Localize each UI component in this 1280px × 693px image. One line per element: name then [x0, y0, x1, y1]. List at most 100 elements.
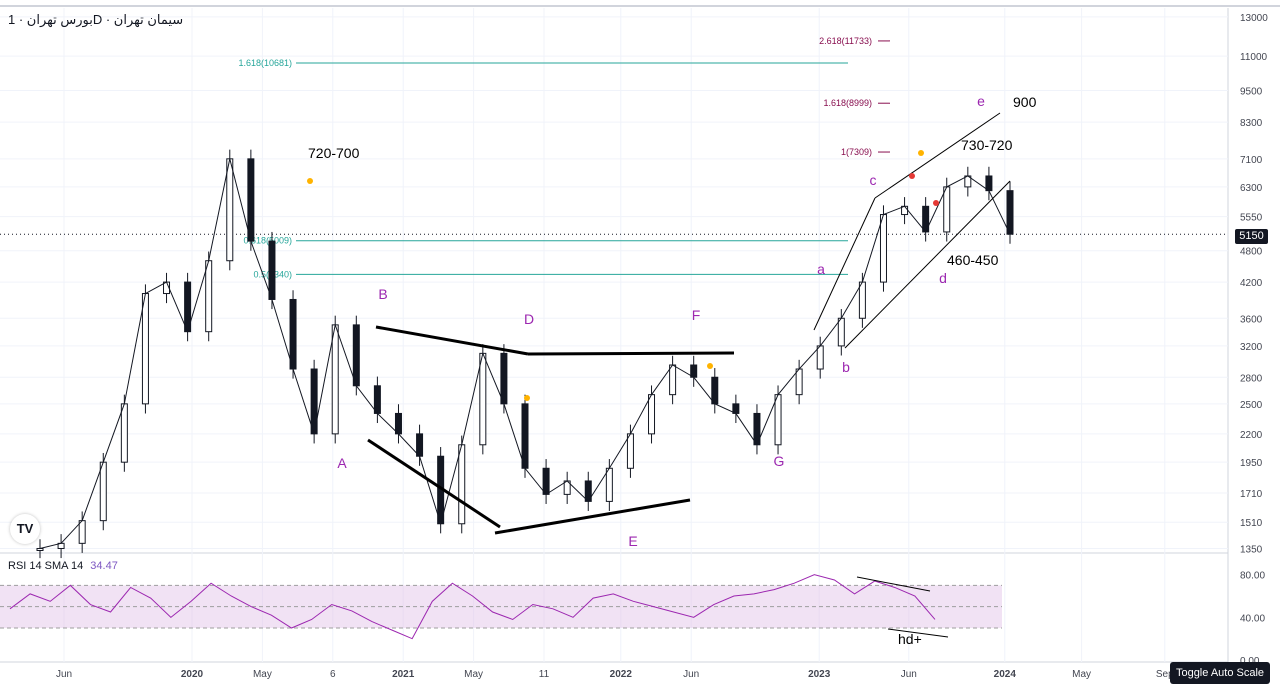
y-tick-label-1: 11000	[1240, 52, 1268, 63]
y-tick-label-4: 7100	[1240, 155, 1263, 166]
wave-label-g5: G	[774, 453, 785, 469]
wave-label-b7: b	[842, 359, 850, 375]
y-tick-label-11: 2800	[1240, 373, 1263, 384]
y-tick-label-12: 2500	[1240, 400, 1263, 411]
fib-label-3: 1(7309)	[841, 147, 872, 157]
candle-body-24	[542, 467, 550, 495]
candle-body-45	[985, 175, 993, 192]
fib-label-0: 2.618(11733)	[819, 36, 872, 46]
candle-body-14	[331, 324, 339, 435]
rsi-header: RSI 14 SMA 14 34.47	[8, 560, 122, 572]
candle-body-22	[500, 352, 508, 405]
candle-body-31	[690, 364, 698, 378]
annotation-0: 720-700	[308, 145, 360, 161]
candle-body-40	[879, 214, 887, 283]
x-tick-label-12: May	[1072, 669, 1091, 680]
x-tick-label-10: Jun	[901, 669, 917, 680]
marker-dot-4	[909, 173, 915, 179]
candle-body-32	[711, 376, 719, 405]
x-tick-label-6: 11	[539, 669, 550, 680]
marker-dot-5	[933, 200, 939, 206]
candle-body-15	[352, 324, 360, 387]
y-tick-label-15: 1710	[1240, 489, 1263, 500]
y-tick-label-13: 2200	[1240, 430, 1263, 441]
y-tick-label-10: 3200	[1240, 342, 1263, 353]
y-tick-label-8: 4200	[1240, 278, 1263, 289]
annotation-3: 460-450	[947, 252, 999, 268]
candle-body-11	[268, 240, 276, 300]
channel-line-2	[844, 180, 1011, 349]
candle-body-20	[458, 444, 466, 525]
candle-body-2	[78, 520, 86, 544]
fib-label-2: 1.618(8999)	[823, 98, 872, 108]
rsi-label: RSI 14 SMA 14	[8, 560, 84, 572]
candle-body-43	[943, 186, 951, 233]
y-tick-label-7: 4800	[1240, 247, 1263, 258]
x-tick-label-9: 2023	[808, 669, 831, 680]
candle-body-0	[36, 547, 44, 551]
candle-body-21	[479, 352, 487, 446]
x-tick-label-8: Jun	[683, 669, 699, 680]
candle-body-17	[394, 412, 402, 435]
candle-body-46	[1006, 190, 1014, 235]
wave-label-d2: D	[524, 311, 534, 327]
x-tick-label-5: May	[464, 669, 483, 680]
price-series	[36, 149, 1014, 559]
symbol-header: بورس تهران · 1D · سیمان تهران	[8, 12, 184, 27]
y-tick-label-16: 1510	[1240, 518, 1263, 529]
price-line	[39, 158, 1011, 549]
marker-dot-1	[524, 395, 530, 401]
x-tick-label-3: 6	[330, 669, 336, 680]
rsi-tick-label-2: 0.00	[1240, 656, 1260, 667]
annotation-2: 730-720	[961, 137, 1013, 153]
current-price-badge: 5150	[1235, 229, 1268, 244]
x-tick-label-7: 2022	[610, 669, 633, 680]
rsi-line	[9, 574, 936, 640]
rsi-tick-label-0: 80.00	[1240, 571, 1265, 582]
candle-body-27	[605, 467, 613, 502]
rsi-tick-label-1: 40.00	[1240, 613, 1265, 624]
x-tick-label-1: 2020	[181, 669, 204, 680]
x-tick-label-4: 2021	[392, 669, 415, 680]
annotation-4: hd+	[898, 631, 922, 647]
candle-body-35	[774, 394, 782, 446]
trend-line-2	[367, 438, 501, 529]
toggle-auto-scale-button[interactable]: Toggle Auto Scale	[1170, 662, 1270, 684]
candle-body-37	[816, 345, 824, 370]
candle-body-38	[837, 317, 845, 347]
y-tick-label-5: 6300	[1240, 183, 1263, 194]
wave-label-e10: e	[977, 93, 985, 109]
y-tick-label-14: 1950	[1240, 458, 1263, 469]
candle-body-18	[416, 433, 424, 457]
x-tick-label-2: May	[253, 669, 272, 680]
annotation-1: 900	[1013, 94, 1037, 110]
rsi-value: 34.47	[90, 560, 118, 572]
candle-body-28	[626, 433, 634, 469]
y-tick-label-17: 1350	[1240, 544, 1263, 555]
rsi-divergence-bottom	[887, 628, 949, 638]
candle-body-39	[858, 281, 866, 319]
candle-body-5	[141, 293, 149, 405]
y-tick-label-0: 13000	[1240, 13, 1268, 24]
trend-line-0	[375, 325, 529, 356]
candle-body-8	[205, 260, 213, 333]
candle-body-4	[120, 403, 128, 463]
candle-body-3	[99, 461, 107, 522]
marker-dot-3	[918, 150, 924, 156]
candle-body-23	[521, 403, 529, 469]
fib-label-4: 0.618(5009)	[243, 236, 292, 246]
candle-body-9	[226, 158, 234, 262]
x-tick-label-11: 2024	[994, 669, 1017, 680]
wave-label-a0: A	[337, 455, 347, 471]
y-tick-label-3: 8300	[1240, 118, 1263, 129]
trend-line-1	[527, 351, 735, 356]
tradingview-logo-icon[interactable]: TV	[10, 514, 40, 544]
rsi-divergence-top	[856, 576, 931, 592]
candle-body-12	[289, 298, 297, 370]
wave-label-b1: B	[378, 286, 387, 302]
x-tick-label-13: Sep	[1156, 669, 1174, 680]
candle-body-36	[795, 368, 803, 396]
fib-label-1: 1.618(10681)	[238, 58, 292, 68]
